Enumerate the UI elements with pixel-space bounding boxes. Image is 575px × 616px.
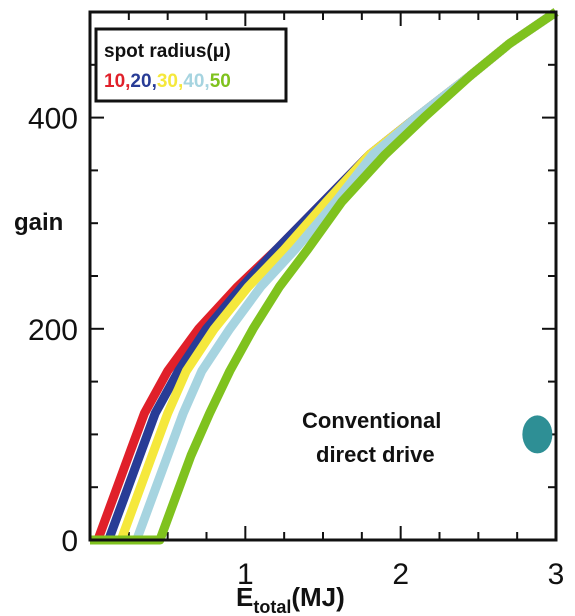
x-tick-label: 1 bbox=[237, 558, 254, 591]
x-axis-label: Etotal(MJ) bbox=[236, 582, 345, 616]
series-group bbox=[90, 8, 559, 545]
series-line-50 bbox=[90, 8, 559, 545]
x-axis-label-main: E bbox=[236, 582, 253, 612]
legend-entry-10: 10 bbox=[104, 71, 125, 92]
legend-entry-50: 50 bbox=[210, 71, 231, 92]
x-tick-labels: 1 2 3 bbox=[237, 558, 564, 591]
x-tick-label: 2 bbox=[392, 558, 409, 591]
legend-values: 10,20,30,40,50 bbox=[104, 71, 231, 92]
y-tick-label: 200 bbox=[28, 314, 78, 347]
y-tick-labels: 0 200 400 bbox=[28, 103, 78, 558]
legend-entry-30: 30 bbox=[157, 71, 178, 92]
y-axis-label: gain bbox=[14, 209, 63, 236]
x-axis-label-unit: (MJ) bbox=[291, 582, 344, 612]
legend-separator: , bbox=[204, 71, 209, 92]
x-tick-label: 3 bbox=[548, 558, 565, 591]
legend: spot radius(μ) 10,20,30,40,50 bbox=[94, 27, 288, 103]
plot-frame bbox=[88, 10, 558, 542]
annotation-line-2: direct drive bbox=[316, 442, 435, 467]
legend-separator: , bbox=[178, 71, 183, 92]
x-axis-label-sub: total bbox=[253, 597, 291, 616]
legend-entry-20: 20 bbox=[130, 71, 151, 92]
legend-separator: , bbox=[125, 71, 130, 92]
legend-box bbox=[94, 27, 288, 103]
legend-entry-40: 40 bbox=[183, 71, 204, 92]
legend-separator: , bbox=[152, 71, 157, 92]
legend-title: spot radius(μ) bbox=[104, 41, 231, 62]
y-tick-label: 400 bbox=[28, 103, 78, 136]
conventional-direct-drive-marker bbox=[522, 415, 553, 454]
y-tick-label: 0 bbox=[61, 525, 78, 558]
marker-group bbox=[522, 415, 553, 454]
annotation-line-1: Conventional bbox=[302, 408, 441, 433]
